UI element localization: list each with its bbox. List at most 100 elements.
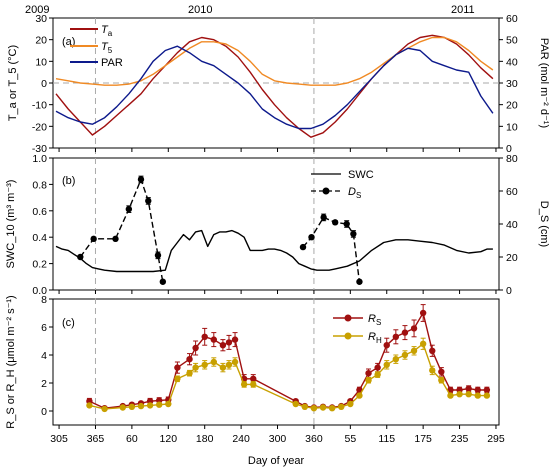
point-c-r-h-1-31 <box>410 347 418 354</box>
point-c-r-h-1-12 <box>210 358 218 366</box>
point-c-r-s-0-33 <box>429 347 436 354</box>
point-b-d-s-2-4 <box>343 220 350 228</box>
point-b-d-s-1-5 <box>145 197 152 205</box>
year-label-2011: 2011 <box>451 4 475 16</box>
point-c-r-h-1-37 <box>465 391 472 398</box>
x-tick-label-6: 300 <box>269 433 287 445</box>
point-c-r-h-1-26 <box>365 377 372 384</box>
legend-label-rh: RH <box>368 331 382 345</box>
series-line-b-swc-0 <box>55 229 493 273</box>
point-c-r-s-0-38 <box>474 386 481 394</box>
point-c-r-h-1-7 <box>165 400 172 408</box>
point-c-r-h-1-20 <box>310 405 318 412</box>
point-b-d-s-1-0 <box>77 253 84 261</box>
point-c-r-h-1-14 <box>225 361 233 368</box>
legend-marker-ds <box>322 187 330 195</box>
x-tick-label-8: 55 <box>344 433 356 445</box>
legend-panel-b: SWC DS <box>311 169 374 200</box>
y-tick-label-b-5: 1.0 <box>32 153 47 165</box>
point-c-r-h-1-16 <box>240 381 248 388</box>
legend-label-par: PAR <box>101 57 123 69</box>
series-line-a-par-2 <box>55 45 494 130</box>
axis-label-b-right: D_S (cm) <box>538 201 550 247</box>
y2-tick-label-b-4: 80 <box>506 153 518 165</box>
point-c-r-h-1-30 <box>401 351 409 359</box>
point-c-r-h-1-24 <box>347 400 354 408</box>
reference-lines <box>53 18 499 425</box>
point-c-r-h-1-9 <box>186 370 193 377</box>
legend-label-ds: DS <box>348 186 361 200</box>
y-tick-label-a-5: 20 <box>35 35 47 47</box>
point-c-r-h-1-1 <box>101 405 108 413</box>
y-tick-label-b-2: 0.4 <box>32 232 47 244</box>
axis-label-c-left: R_S or R_H (μmol m⁻² s⁻¹) <box>5 295 17 428</box>
point-c-r-s-0-28 <box>383 342 390 349</box>
point-c-r-h-1-6 <box>155 401 163 408</box>
y-tick-label-b-3: 0.6 <box>32 206 47 218</box>
series-line-b-d-s-1 <box>79 178 164 282</box>
point-c-r-h-1-0 <box>86 402 93 409</box>
y-tick-label-a-1: -20 <box>32 121 47 133</box>
y-tick-label-a-6: 30 <box>35 13 47 25</box>
point-c-r-s-0-34 <box>438 368 445 375</box>
point-b-d-s-1-4 <box>137 176 145 183</box>
y-tick-label-b-0: 0.0 <box>32 285 47 297</box>
point-c-r-h-1-3 <box>128 403 136 410</box>
point-c-r-h-1-11 <box>201 361 208 368</box>
point-c-r-s-0-39 <box>483 386 491 394</box>
point-b-d-s-2-6 <box>356 278 363 285</box>
point-b-d-s-2-5 <box>350 230 357 238</box>
year-label-2010: 2010 <box>188 4 212 16</box>
point-c-r-s-0-14 <box>225 339 233 346</box>
year-label-2009: 2009 <box>25 4 49 16</box>
point-c-r-h-1-25 <box>356 392 363 399</box>
axis-label-b-left: SWC_10 (m³ m⁻³) <box>5 180 17 269</box>
x-tick-label-11: 235 <box>451 433 469 445</box>
x-tick-label-4: 180 <box>196 433 214 445</box>
x-tick-label-10: 175 <box>414 433 432 445</box>
legend-panel-a: Ta T5 PAR <box>70 24 123 69</box>
point-c-r-s-0-29 <box>392 333 400 340</box>
y-tick-label-a-3: 0 <box>41 78 47 90</box>
x-tick-label-5: 240 <box>232 433 250 445</box>
axis-ticks: -30-20-10010203001020304050600.00.20.40.… <box>32 13 518 445</box>
point-c-r-h-1-10 <box>192 364 199 371</box>
legend-label-swc: SWC <box>348 169 374 181</box>
legend-panel-c: RS RH <box>333 313 382 345</box>
panel-c-frame <box>52 298 500 426</box>
x-tick-label-7: 360 <box>305 433 323 445</box>
y2-tick-label-a-0: 0 <box>506 143 512 155</box>
point-b-d-s-1-3 <box>125 205 133 213</box>
y-tick-label-c-0: 0 <box>41 406 47 418</box>
point-c-r-h-1-5 <box>146 402 154 409</box>
point-c-r-s-0-11 <box>201 333 208 340</box>
x-tick-label-2: 60 <box>126 433 138 445</box>
y2-tick-label-b-2: 40 <box>506 219 518 231</box>
point-c-r-s-0-10 <box>192 344 199 352</box>
x-axis-label: Day of year <box>248 455 305 467</box>
y2-tick-label-a-6: 60 <box>506 13 518 25</box>
point-c-r-s-0-17 <box>250 375 257 382</box>
point-c-r-h-1-34 <box>438 377 445 384</box>
y2-tick-label-b-1: 20 <box>506 252 518 264</box>
point-c-r-s-0-27 <box>374 364 381 371</box>
y2-tick-label-b-0: 0 <box>506 285 512 297</box>
legend-marker-rs <box>344 314 352 322</box>
point-c-r-h-1-33 <box>429 367 436 374</box>
point-c-r-h-1-36 <box>456 391 463 398</box>
point-b-d-s-2-3 <box>331 219 339 226</box>
legend-label-t5: T5 <box>101 41 113 55</box>
axis-label-a-right: PAR (mol m⁻² d⁻¹) <box>538 38 550 128</box>
x-tick-label-12: 295 <box>487 433 505 445</box>
y2-tick-label-a-1: 10 <box>506 121 518 133</box>
point-c-r-s-0-13 <box>219 342 227 349</box>
point-c-r-s-0-12 <box>210 336 218 343</box>
point-c-r-h-1-13 <box>219 364 227 371</box>
point-c-r-h-1-39 <box>483 392 491 399</box>
series-line-c-r-s-0 <box>89 312 487 409</box>
point-b-d-s-1-2 <box>112 235 119 243</box>
point-b-d-s-2-0 <box>299 243 307 251</box>
y-tick-label-b-1: 0.2 <box>32 259 47 271</box>
point-c-r-h-1-2 <box>119 404 126 411</box>
